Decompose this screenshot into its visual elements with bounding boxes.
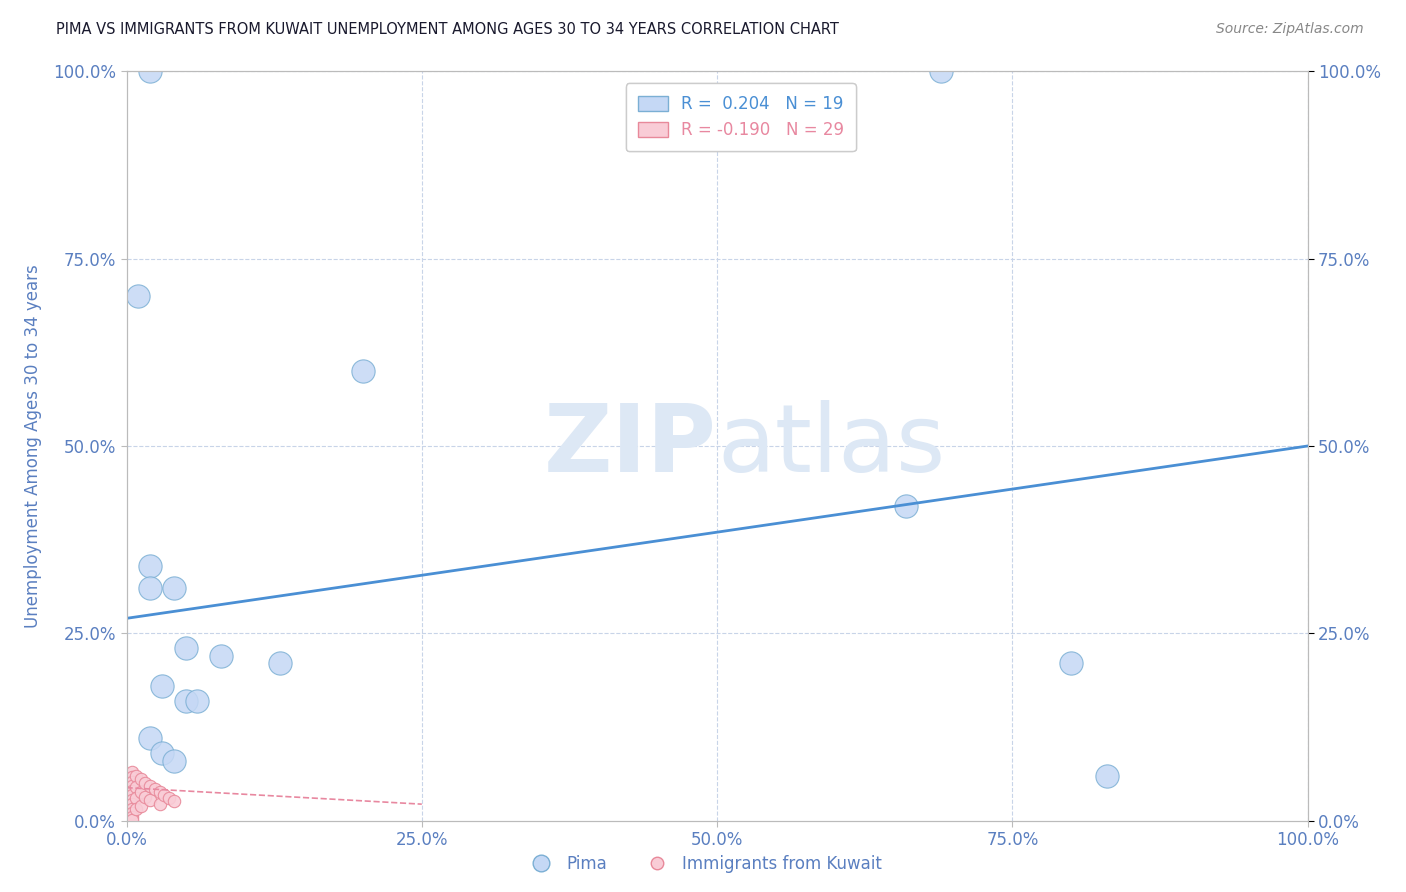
Point [129, 798, 152, 813]
Text: ZIP: ZIP [544, 400, 717, 492]
Y-axis label: Unemployment Among Ages 30 to 34 years: Unemployment Among Ages 30 to 34 years [24, 264, 42, 628]
Point [121, 797, 143, 812]
Point [125, 802, 148, 816]
Point [157, 791, 180, 805]
Point [125, 769, 148, 783]
Point [1060, 657, 1083, 671]
Point [139, 731, 162, 746]
Point [1095, 769, 1118, 783]
Point [121, 810, 143, 824]
Point [931, 64, 953, 78]
Point [129, 772, 152, 787]
Point [121, 802, 143, 816]
Point [121, 813, 143, 827]
Point [139, 558, 162, 573]
Point [149, 785, 172, 799]
Point [143, 782, 166, 797]
Point [209, 648, 232, 663]
Legend: R =  0.204   N = 19, R = -0.190   N = 29: R = 0.204 N = 19, R = -0.190 N = 29 [626, 84, 855, 151]
Point [121, 770, 143, 784]
Point [163, 754, 186, 768]
Point [121, 779, 143, 793]
Point [121, 792, 143, 806]
Point [352, 364, 374, 378]
Point [269, 657, 291, 671]
Point [139, 64, 162, 78]
Point [139, 582, 162, 596]
Point [150, 679, 173, 693]
Point [134, 776, 156, 790]
Point [153, 788, 176, 802]
Point [150, 746, 173, 760]
Point [174, 694, 197, 708]
Text: atlas: atlas [717, 400, 945, 492]
Point [121, 764, 143, 779]
Point [186, 694, 208, 708]
Legend: Pima, Immigrants from Kuwait: Pima, Immigrants from Kuwait [517, 848, 889, 880]
Point [125, 780, 148, 794]
Text: PIMA VS IMMIGRANTS FROM KUWAIT UNEMPLOYMENT AMONG AGES 30 TO 34 YEARS CORRELATIO: PIMA VS IMMIGRANTS FROM KUWAIT UNEMPLOYM… [56, 22, 839, 37]
Point [127, 289, 149, 303]
Point [121, 806, 143, 821]
Text: Source: ZipAtlas.com: Source: ZipAtlas.com [1216, 22, 1364, 37]
Point [163, 794, 186, 808]
Point [125, 791, 148, 805]
Point [129, 785, 152, 799]
Point [121, 788, 143, 802]
Point [149, 797, 172, 812]
Point [134, 789, 156, 804]
Point [894, 499, 917, 513]
Point [139, 792, 162, 806]
Point [121, 783, 143, 797]
Point [174, 641, 197, 656]
Point [163, 582, 186, 596]
Point [121, 774, 143, 789]
Point [139, 779, 162, 793]
